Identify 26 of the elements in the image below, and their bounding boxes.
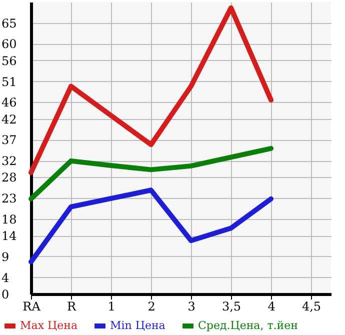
- y-tick-label: 9: [2, 250, 10, 264]
- x-tick-label: R: [66, 300, 77, 314]
- y-tick-label: 42: [2, 112, 17, 126]
- y-tick-label: 4: [2, 270, 10, 285]
- y-tick-label: 60: [2, 37, 17, 52]
- x-tick-label: 4,5: [302, 300, 322, 314]
- y-tick-label: 14: [2, 229, 18, 244]
- y-tick-label: 32: [2, 154, 17, 168]
- x-tick-label: 3: [188, 300, 196, 314]
- legend-label: Сред.Цена, т.йен: [198, 319, 298, 332]
- y-tick-label: 23: [2, 192, 17, 206]
- x-tick-label: 1: [108, 300, 116, 314]
- y-tick-label: 37: [2, 133, 17, 148]
- y-tick-label: 65: [2, 16, 17, 30]
- x-tick-label: 3,5: [222, 300, 242, 314]
- x-tick-label: RA: [22, 300, 41, 314]
- x-tick-label: 2: [148, 300, 156, 314]
- y-tick-label: 28: [2, 170, 17, 185]
- y-tick-label: 51: [2, 74, 17, 89]
- y-tick-label: 18: [2, 212, 17, 226]
- legend-label: Min Цена: [110, 319, 166, 332]
- y-tick-label: 46: [2, 96, 17, 110]
- y-tick-label: 0: [2, 288, 10, 302]
- y-tick-label: 56: [2, 54, 17, 68]
- legend-label: Max Цена: [20, 319, 78, 332]
- x-tick-label: 4: [268, 300, 276, 314]
